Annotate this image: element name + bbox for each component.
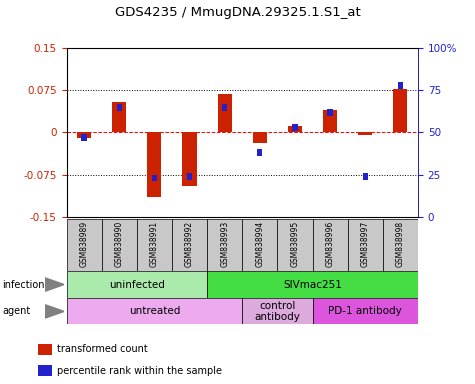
- Bar: [147, 132, 162, 197]
- Bar: [187, 173, 192, 180]
- Bar: [137, 219, 172, 271]
- Bar: [222, 104, 228, 111]
- Bar: [112, 101, 126, 132]
- Bar: [102, 219, 137, 271]
- Polygon shape: [45, 305, 64, 318]
- Text: GSM838989: GSM838989: [80, 220, 88, 266]
- Bar: [277, 219, 313, 271]
- Text: GSM838994: GSM838994: [256, 220, 264, 266]
- Bar: [292, 124, 298, 131]
- Text: infection: infection: [2, 280, 45, 290]
- Bar: [66, 271, 207, 298]
- Text: GSM838992: GSM838992: [185, 220, 194, 266]
- Text: transformed count: transformed count: [57, 344, 148, 354]
- Bar: [327, 109, 333, 116]
- Text: GSM838991: GSM838991: [150, 220, 159, 266]
- Bar: [152, 175, 157, 182]
- Text: GSM838993: GSM838993: [220, 220, 229, 266]
- Bar: [393, 89, 408, 132]
- Text: agent: agent: [2, 306, 30, 316]
- Bar: [323, 110, 337, 132]
- Text: GSM838997: GSM838997: [361, 220, 370, 266]
- Bar: [257, 149, 263, 156]
- Text: GSM838996: GSM838996: [326, 220, 334, 266]
- Text: GSM838995: GSM838995: [291, 220, 299, 266]
- Bar: [77, 132, 91, 138]
- Text: GDS4235 / MmugDNA.29325.1.S1_at: GDS4235 / MmugDNA.29325.1.S1_at: [114, 6, 361, 19]
- Text: GSM838990: GSM838990: [115, 220, 124, 266]
- Bar: [242, 298, 313, 324]
- Bar: [313, 298, 418, 324]
- Bar: [182, 132, 197, 186]
- Bar: [358, 132, 372, 135]
- Bar: [242, 219, 277, 271]
- Bar: [313, 219, 348, 271]
- Text: percentile rank within the sample: percentile rank within the sample: [57, 366, 222, 376]
- Bar: [253, 132, 267, 142]
- Text: control
antibody: control antibody: [255, 301, 300, 322]
- Bar: [81, 134, 87, 141]
- Bar: [66, 298, 242, 324]
- Polygon shape: [45, 278, 64, 291]
- Bar: [218, 94, 232, 132]
- Bar: [348, 219, 383, 271]
- Text: uninfected: uninfected: [109, 280, 165, 290]
- Text: GSM838998: GSM838998: [396, 220, 405, 266]
- Bar: [207, 271, 418, 298]
- Bar: [207, 219, 242, 271]
- Text: PD-1 antibody: PD-1 antibody: [328, 306, 402, 316]
- Bar: [66, 219, 102, 271]
- Bar: [172, 219, 207, 271]
- Text: untreated: untreated: [129, 306, 180, 316]
- Bar: [288, 126, 302, 132]
- Bar: [383, 219, 418, 271]
- Bar: [362, 173, 368, 180]
- Bar: [398, 82, 403, 89]
- Text: SIVmac251: SIVmac251: [283, 280, 342, 290]
- Bar: [116, 104, 122, 111]
